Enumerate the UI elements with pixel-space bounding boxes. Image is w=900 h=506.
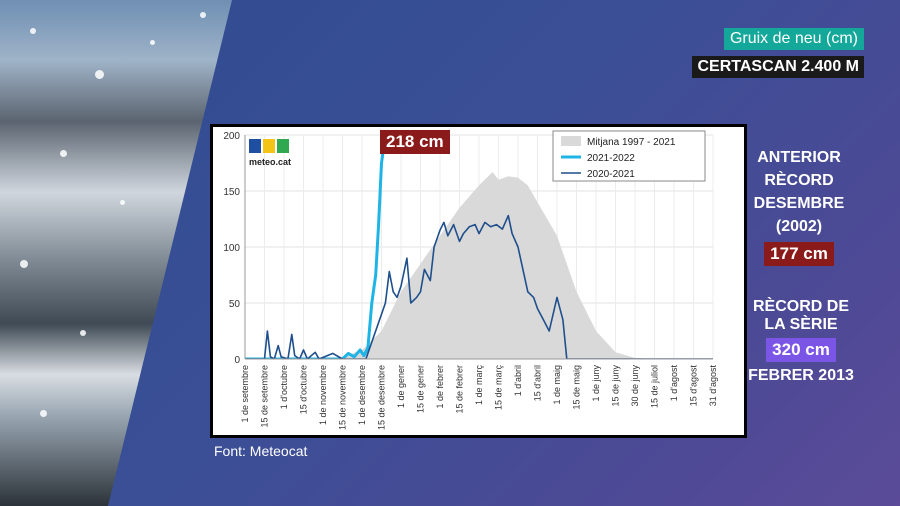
- x-tick-label: 15 de novembre: [338, 365, 348, 430]
- previous-record-line: ANTERIOR: [757, 149, 841, 166]
- current-depth-badge: 218 cm: [380, 130, 450, 154]
- series-record-value: 320 cm: [766, 338, 836, 362]
- logo-block-green: [277, 139, 289, 153]
- x-tick-label: 1 de setembre: [240, 365, 250, 423]
- logo-block-yellow: [263, 139, 275, 153]
- series-2020-2021-line: [245, 214, 713, 359]
- x-tick-label: 31 d'agost: [708, 365, 718, 407]
- previous-record-line: DESEMBRE (2002): [753, 195, 845, 235]
- x-tick-label: 1 de juny: [591, 365, 601, 402]
- chart-title: Gruix de neu (cm): [723, 28, 864, 50]
- y-tick-label: 50: [229, 299, 241, 310]
- legend-swatch-mitjana: [561, 136, 581, 146]
- x-tick-label: 15 d'abril: [533, 365, 543, 401]
- x-tick-label: 15 de març: [494, 365, 504, 411]
- x-tick-label: 15 d'octubre: [299, 365, 309, 414]
- x-tick-label: 1 de novembre: [318, 365, 328, 425]
- x-tick-label: 15 de desembre: [377, 365, 387, 430]
- x-tick-label: 1 d'abril: [513, 365, 523, 396]
- y-tick-label: 200: [223, 131, 240, 142]
- x-tick-label: 1 de desembre: [357, 365, 367, 425]
- x-tick-label: 15 d'agost: [689, 365, 699, 407]
- legend-label: Mitjana 1997 - 2021: [587, 137, 676, 148]
- station-label: CERTASCAN 2.400 M: [692, 56, 864, 78]
- series-record-date: FEBRER 2013: [748, 367, 854, 384]
- x-tick-label: 15 de juny: [611, 365, 621, 407]
- x-tick-label: 1 de gener: [396, 365, 406, 408]
- series-record-line: RÈCORD DE: [752, 298, 849, 315]
- logo-text: meteo.cat: [249, 157, 291, 167]
- legend-label: 2020-2021: [587, 169, 635, 180]
- legend-label: 2021-2022: [587, 153, 635, 164]
- source-credit: Font: Meteocat: [214, 443, 308, 459]
- x-tick-label: 15 de febrer: [455, 365, 465, 414]
- snow-depth-chart: 0 50 100 150 200 1 de setembre 15 de setembre 1…: [223, 130, 718, 430]
- mountain-photo: [0, 0, 232, 506]
- series-record-line: LA SÈRIE: [764, 316, 838, 333]
- x-tick-label: 1 d'octubre: [279, 365, 289, 409]
- x-tick-label: 1 de febrer: [435, 365, 445, 409]
- previous-record-value: 177 cm: [764, 242, 834, 266]
- series-mitjana-area: [245, 172, 713, 359]
- chart-frame: 0 50 100 150 200 1 de setembre 15 de setembre 1…: [210, 124, 747, 438]
- previous-record-block: ANTERIOR RÈCORD DESEMBRE (2002) 177 cm: [734, 146, 864, 266]
- y-tick-label: 100: [223, 243, 240, 254]
- x-tick-label: 15 de gener: [416, 365, 426, 413]
- series-record-block: RÈCORD DE LA SÈRIE 320 cm FEBRER 2013: [736, 298, 866, 387]
- series-2021-2022-line: [245, 133, 388, 359]
- x-tick-label: 1 de març: [474, 365, 484, 406]
- x-tick-label: 15 de setembre: [260, 365, 270, 428]
- x-tick-label: 1 de maig: [552, 365, 562, 405]
- y-tick-label: 150: [223, 187, 240, 198]
- previous-record-line: RÈCORD: [764, 172, 834, 189]
- x-tick-label: 15 de maig: [572, 365, 582, 410]
- logo-block-blue: [249, 139, 261, 153]
- x-tick-label: 1 d'agost: [669, 365, 679, 402]
- x-tick-label: 30 de juny: [630, 365, 640, 407]
- y-tick-label: 0: [234, 355, 240, 366]
- x-tick-label: 15 de juliol: [650, 365, 660, 408]
